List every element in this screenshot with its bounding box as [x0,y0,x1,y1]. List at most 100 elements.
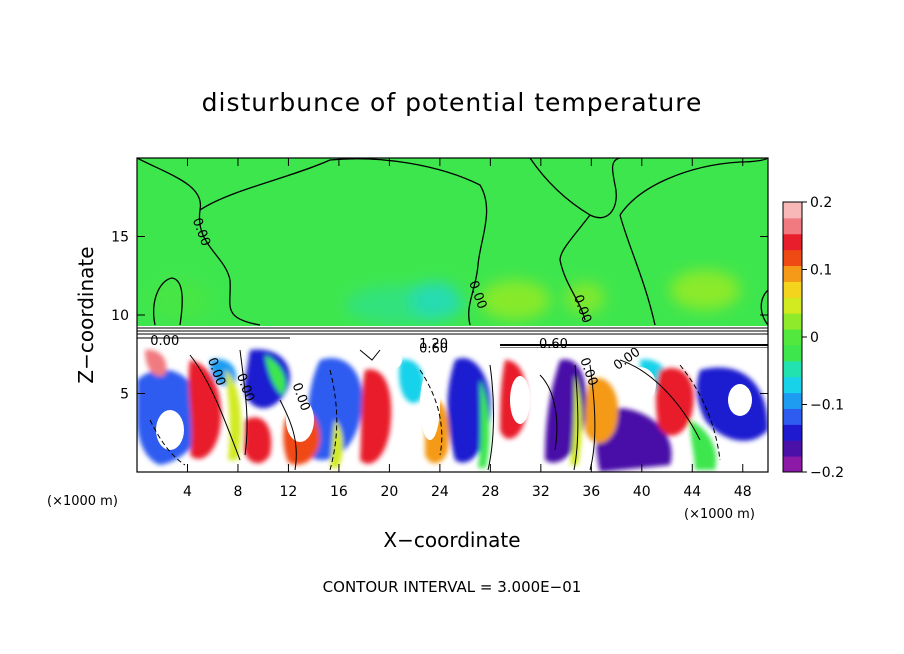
neutral-patch [478,380,490,468]
contour-line [153,277,183,326]
colorbar-swatch [783,408,802,425]
colorbar-tick-label: −0.1 [810,398,844,414]
contour-label: 0.00 [150,334,179,349]
colorbar-swatch [783,392,802,409]
contour-field [137,158,768,472]
x-tick-label: 8 [233,484,242,500]
contour-line [760,289,768,326]
contour-line [559,259,586,321]
x-tick-label: 44 [683,484,701,500]
contour-label: 0.60 [419,342,448,357]
chart-title: disturbunce of potential temperature [202,88,703,117]
contour-line [619,214,656,326]
colorbar-swatch [783,217,802,235]
y-tick-label: 10 [111,308,129,324]
upper-patch [565,282,605,314]
contour-line [573,364,579,471]
x-tick-label: 16 [330,484,348,500]
colorbar [783,202,802,473]
contour-labels: 0.000.00 0.000.000.00 0.00 0.001.200.60 0.60… [150,216,643,413]
blob [624,367,656,403]
upper-patch [150,280,210,320]
contour-line [487,364,495,471]
upper-patch [410,282,460,318]
neutral-patch [330,420,343,468]
y-unit-label: (×1000 m) [47,494,118,509]
x-axis-title: X−coordinate [383,528,520,552]
colorbar-swatch [783,440,802,457]
warm-patch [145,349,167,377]
colorbar-tick-label: 0.2 [810,195,832,211]
colorbar-swatch [783,424,802,441]
upper-patch [670,270,740,310]
x-tick-label: 24 [431,484,449,500]
contour-line [329,369,338,471]
colorbar-swatch [783,329,802,346]
blob [156,410,184,450]
contour-line [539,374,558,451]
colorbar-swatch [783,376,802,394]
upper-layer-patches [150,270,740,325]
colorbar-tick-label: −0.2 [810,465,844,481]
contour-line [137,158,261,326]
x-axis: 4 8 12 16 20 24 28 32 36 40 44 48 [183,158,752,500]
blob [728,384,752,416]
colorbar-swatch [783,360,802,378]
colorbar-tick-label: 0 [810,330,819,346]
upper-patch [480,280,550,320]
warm-patch [360,369,392,464]
contour-line [529,158,621,219]
warm-patch [244,417,272,464]
x-tick-label: 40 [633,484,651,500]
warm-patch [655,368,694,436]
blob [420,370,440,440]
colorbar-tick-label: 0.1 [810,263,832,279]
colorbar-swatch [783,265,802,282]
cold-patch [244,349,290,409]
x-tick-label: 20 [380,484,398,500]
y-tick-label: 15 [111,230,129,246]
colorbar-swatch [783,249,802,267]
contour-line [359,349,381,361]
contour-line [619,359,701,441]
contour-line [279,399,297,471]
x-tick-label: 12 [280,484,298,500]
neutral-patch [265,355,286,395]
y-tick-label: 5 [120,387,129,403]
lower-contours [149,349,721,471]
colorbar-swatch [783,281,802,298]
colorbar-swatch [783,202,802,219]
x-tick-label: 36 [582,484,600,500]
neutral-patch [570,375,582,465]
contour-label: 1.20 [419,337,448,352]
blob [510,376,530,424]
contour-line [189,354,241,461]
y-axis: 5 10 15 [111,230,768,403]
contour-line [619,158,768,216]
colorbar-swatch [783,313,802,330]
x-tick-label: 4 [183,484,192,500]
neutral-patch [225,370,242,460]
colorbar-swatch [783,456,802,473]
cold-patch [399,359,424,404]
colorbar-swatch [783,344,802,362]
contour-lines [137,158,768,326]
cold-patch [447,358,491,463]
contour-line [199,158,488,326]
warm-patch [188,360,222,459]
contour-label: 0.60 [539,337,568,352]
y-axis-title: Z−coordinate [74,246,98,383]
blob [378,350,402,370]
contour-line [559,214,591,261]
x-tick-label: 48 [734,484,752,500]
x-tick-label: 28 [481,484,499,500]
contour-line [239,349,248,456]
white-blobs [156,350,752,450]
contour-line [679,364,721,461]
contour-interval-label: CONTOUR INTERVAL = 3.000E−01 [323,578,582,596]
x-tick-label: 32 [532,484,550,500]
colorbar-swatch [783,297,802,314]
colorbar-swatch [783,233,802,251]
contour-line [419,369,443,456]
